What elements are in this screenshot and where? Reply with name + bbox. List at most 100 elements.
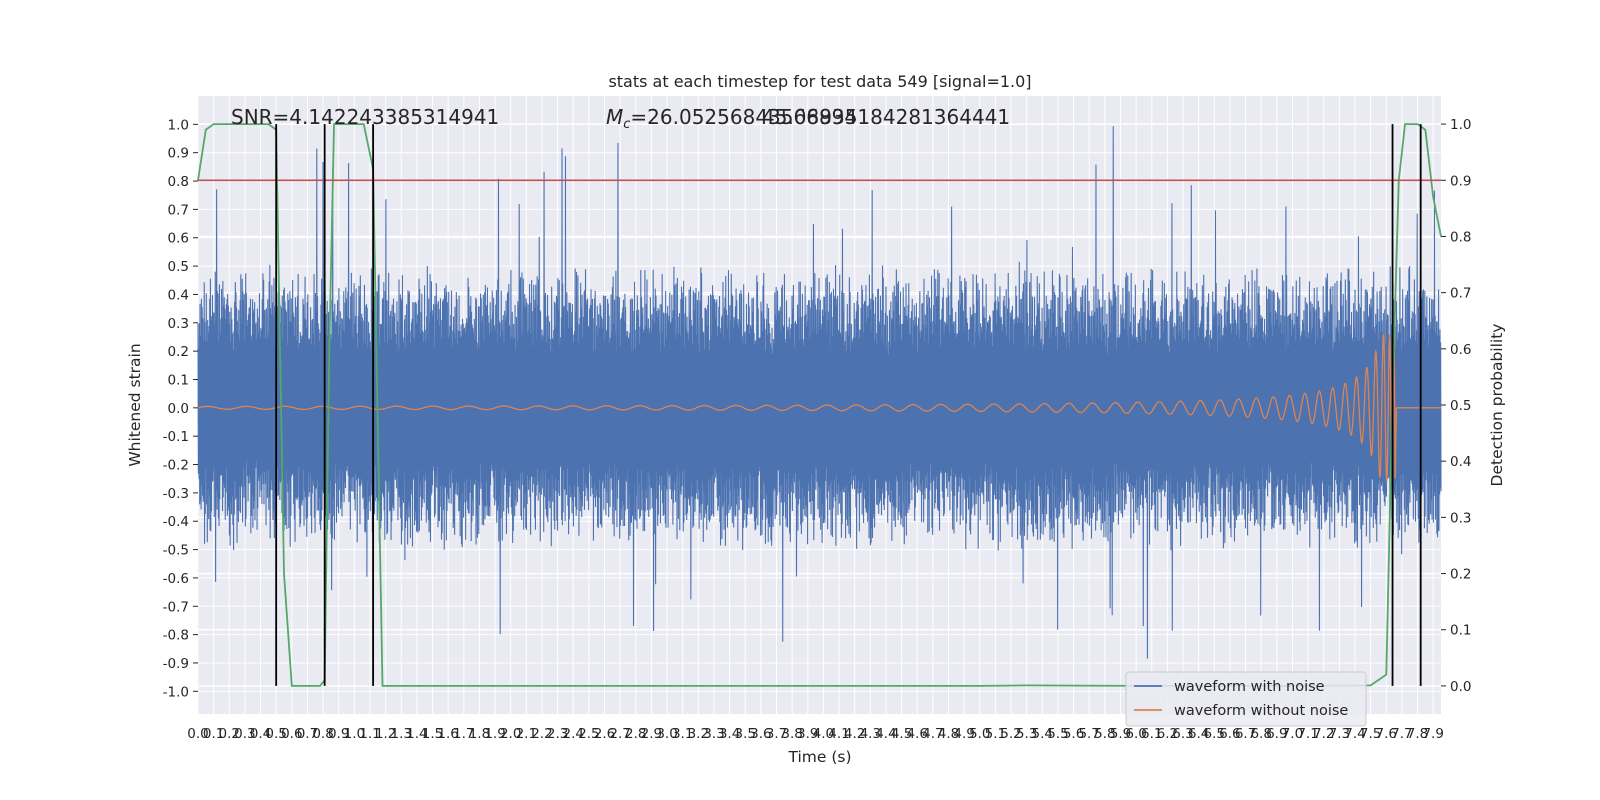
x-tick-label: 3.0 — [656, 726, 677, 742]
left-y-tick-label: -0.3 — [163, 486, 189, 502]
x-tick-label: 7.6 — [1376, 726, 1397, 742]
x-axis-label: Time (s) — [787, 748, 851, 766]
right-y-tick-label: 0.0 — [1450, 679, 1471, 695]
x-tick-label: 7.0 — [1282, 726, 1303, 742]
x-tick-label: 6.5 — [1204, 726, 1225, 742]
right-y-tick-label: 0.7 — [1450, 286, 1471, 302]
x-tick-label: 1.8 — [469, 726, 490, 742]
left-y-tick-label: 0.5 — [168, 259, 189, 275]
x-tick-label: 7.4 — [1344, 726, 1365, 742]
left-y-tick-label: 1.0 — [168, 117, 189, 133]
detection-markers — [275, 124, 1422, 686]
x-tick-label: 3.8 — [781, 726, 802, 742]
left-y-tick-label: -0.4 — [163, 514, 189, 530]
left-y-tick-labels: 1.0 0.9 0.8 0.7 0.6 0.5 0.4 0.3 0.2 0.1 0.0 -0.1 -0.… — [163, 117, 198, 700]
x-tick-label: 3.1 — [672, 726, 693, 742]
x-tick-label: 0.6 — [281, 726, 302, 742]
x-tick-label: 7.3 — [1329, 726, 1350, 742]
right-y-tick-label: 0.2 — [1450, 567, 1471, 583]
x-tick-label: 4.5 — [891, 726, 912, 742]
x-tick-labels: 0.00.10.20.30.40.50.60.70.80.91.01.11.21… — [187, 726, 1444, 742]
x-tick-label: 1.5 — [422, 726, 443, 742]
x-tick-label: 6.0 — [1125, 726, 1146, 742]
x-tick-label: 6.2 — [1157, 726, 1178, 742]
x-tick-label: 5.7 — [1078, 726, 1099, 742]
x-tick-label: 1.7 — [453, 726, 474, 742]
right-y-tick-label: 1.0 — [1450, 117, 1471, 133]
x-tick-label: 0.1 — [203, 726, 224, 742]
right-y-tick-label: 0.5 — [1450, 398, 1471, 414]
x-tick-label: 5.1 — [985, 726, 1006, 742]
noisy-waveform-line — [197, 126, 1442, 659]
x-tick-label: 6.3 — [1172, 726, 1193, 742]
x-tick-label: 6.6 — [1219, 726, 1240, 742]
x-tick-label: 1.6 — [437, 726, 458, 742]
x-tick-label: 5.0 — [969, 726, 990, 742]
chirp-mass-annotation: Mc=26.05256843566894 — [606, 105, 857, 132]
left-y-tick-label: -0.2 — [163, 458, 189, 474]
left-y-tick-label: -0.9 — [163, 656, 189, 672]
x-tick-label: 6.1 — [1141, 726, 1162, 742]
right-y-axis-label: Detection probability — [1488, 324, 1506, 487]
x-tick-label: 7.1 — [1297, 726, 1318, 742]
left-y-axis-label: Whitened strain — [126, 343, 144, 466]
x-tick-label: 0.7 — [297, 726, 318, 742]
x-tick-label: 7.8 — [1407, 726, 1428, 742]
left-y-tick-label: 0.9 — [168, 146, 189, 162]
left-y-tick-label: 0.1 — [168, 372, 189, 388]
x-tick-label: 6.7 — [1235, 726, 1256, 742]
x-tick-label: 4.7 — [922, 726, 943, 742]
x-tick-label: 1.9 — [484, 726, 505, 742]
left-y-tick-label: -0.5 — [163, 543, 189, 559]
x-tick-label: 0.8 — [312, 726, 333, 742]
x-tick-label: 2.6 — [594, 726, 615, 742]
x-tick-label: 4.4 — [875, 726, 896, 742]
x-tick-label: 7.9 — [1422, 726, 1443, 742]
left-y-tick-label: 0.4 — [168, 287, 189, 303]
left-y-tick-label: 0.0 — [168, 401, 189, 417]
x-tick-label: 2.8 — [625, 726, 646, 742]
x-tick-label: 3.6 — [750, 726, 771, 742]
x-tick-label: 2.7 — [609, 726, 630, 742]
x-tick-label: 3.9 — [797, 726, 818, 742]
x-tick-label: 1.2 — [375, 726, 396, 742]
x-tick-label: 4.8 — [938, 726, 959, 742]
x-tick-label: 0.0 — [187, 726, 208, 742]
snr-annotation: SNR=4.142243385314941 — [231, 105, 499, 129]
overlapping-annotation: 45.08935184281364441 — [762, 105, 1010, 129]
x-tick-label: 5.6 — [1063, 726, 1084, 742]
x-tick-label: 3.4 — [719, 726, 740, 742]
x-tick-label: 0.3 — [234, 726, 255, 742]
x-tick-label: 5.2 — [1000, 726, 1021, 742]
x-tick-label: 2.0 — [500, 726, 521, 742]
left-y-tick-label: -0.8 — [163, 628, 189, 644]
right-y-tick-label: 0.4 — [1450, 454, 1471, 470]
chirp-mass-value: =26.05256843566894 — [630, 105, 857, 129]
clean-waveform-series — [197, 334, 1441, 482]
x-tick-label: 2.2 — [531, 726, 552, 742]
x-tick-label: 0.4 — [250, 726, 271, 742]
left-y-tick-label: -0.6 — [163, 571, 189, 587]
x-tick-label: 5.8 — [1094, 726, 1115, 742]
x-tick-label: 1.3 — [391, 726, 412, 742]
right-y-tick-label: 0.9 — [1450, 173, 1471, 189]
legend: waveform with noise waveform without noi… — [1125, 671, 1367, 727]
legend-box — [1125, 671, 1367, 727]
left-y-tick-label: 0.2 — [168, 344, 189, 360]
x-tick-label: 7.2 — [1313, 726, 1334, 742]
right-y-tick-label: 0.6 — [1450, 342, 1471, 358]
x-tick-label: 5.5 — [1047, 726, 1068, 742]
x-tick-label: 1.4 — [406, 726, 427, 742]
left-y-tick-label: 0.6 — [168, 231, 189, 247]
left-y-tick-label: 0.3 — [168, 316, 189, 332]
x-tick-label: 0.2 — [219, 726, 240, 742]
x-tick-label: 4.9 — [953, 726, 974, 742]
left-y-tick-label: -1.0 — [163, 684, 189, 700]
x-tick-label: 1.0 — [344, 726, 365, 742]
x-tick-label: 5.9 — [1110, 726, 1131, 742]
legend-label-noisy: waveform with noise — [1174, 679, 1325, 695]
left-y-tick-label: -0.1 — [163, 429, 189, 445]
x-tick-label: 3.2 — [688, 726, 709, 742]
x-tick-label: 6.8 — [1250, 726, 1271, 742]
